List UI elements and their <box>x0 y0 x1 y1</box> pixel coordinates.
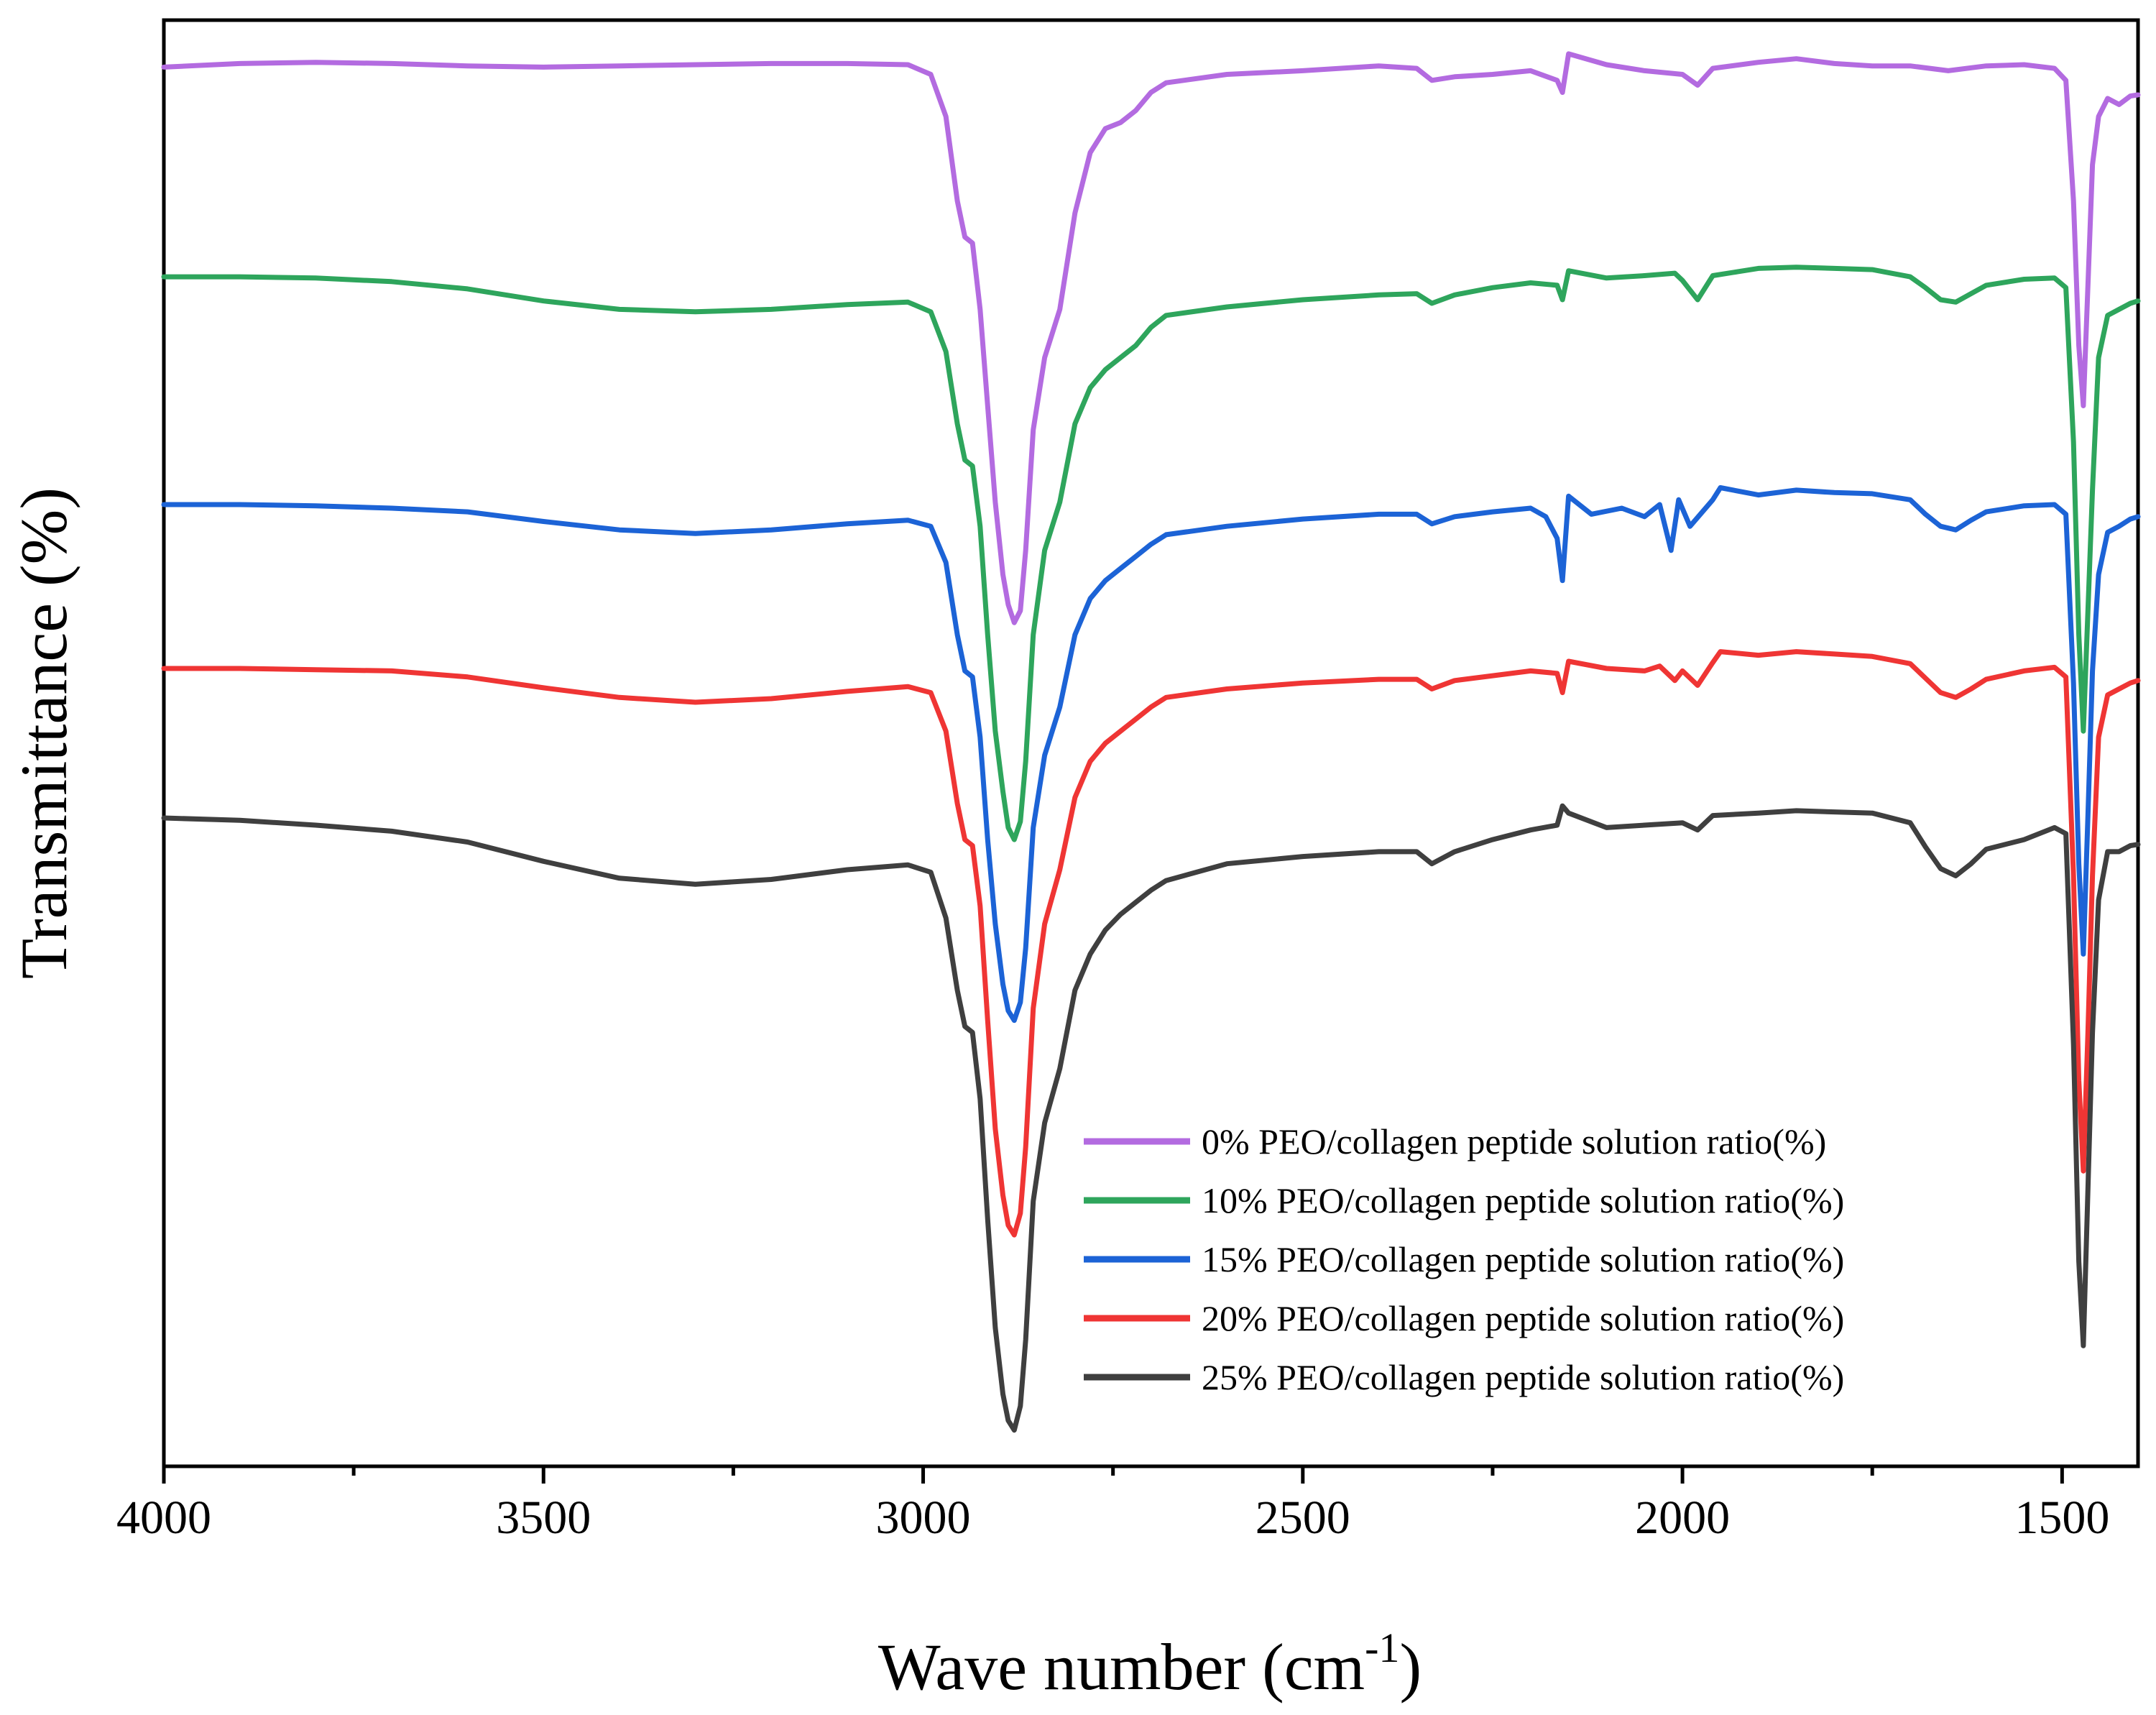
x-tick-label: 4000 <box>116 1491 211 1544</box>
x-tick-label: 1500 <box>2014 1491 2109 1544</box>
x-tick-label: 2500 <box>1256 1491 1350 1544</box>
plot-frame <box>162 18 2140 1468</box>
legend-label-2: 10% PEO/collagen peptide solution ratio(… <box>1202 1180 1844 1220</box>
x-axis-tick-labels: 4000 3500 3000 2500 2000 1500 <box>116 1491 2109 1544</box>
y-axis-title: Transmittance (%) <box>7 487 80 979</box>
series-line-2 <box>161 265 2141 842</box>
x-tick-label: 2000 <box>1635 1491 1730 1544</box>
legend-label-1: 0% PEO/collagen peptide solution ratio(%… <box>1202 1121 1826 1162</box>
x-axis-title-close: ) <box>1399 1630 1422 1703</box>
x-axis-ticks <box>162 1466 2064 1484</box>
series-lines <box>161 51 2141 1433</box>
x-tick-label: 3500 <box>496 1491 591 1544</box>
series-line-5 <box>161 803 2141 1433</box>
x-axis-title-superscript: -1 <box>1365 1624 1399 1671</box>
legend-label-3: 15% PEO/collagen peptide solution ratio(… <box>1202 1239 1844 1279</box>
x-axis-title-text: Wave number (cm <box>878 1630 1365 1703</box>
series-line-4 <box>161 649 2141 1238</box>
series-line-3 <box>161 485 2141 1024</box>
legend: 0% PEO/collagen peptide solution ratio(%… <box>1084 1121 1844 1397</box>
legend-label-5: 25% PEO/collagen peptide solution ratio(… <box>1202 1357 1844 1397</box>
series-line-1 <box>161 51 2141 625</box>
legend-label-4: 20% PEO/collagen peptide solution ratio(… <box>1202 1298 1844 1338</box>
x-tick-label: 3000 <box>876 1491 971 1544</box>
x-axis-title: Wave number (cm-1) <box>878 1624 1422 1703</box>
